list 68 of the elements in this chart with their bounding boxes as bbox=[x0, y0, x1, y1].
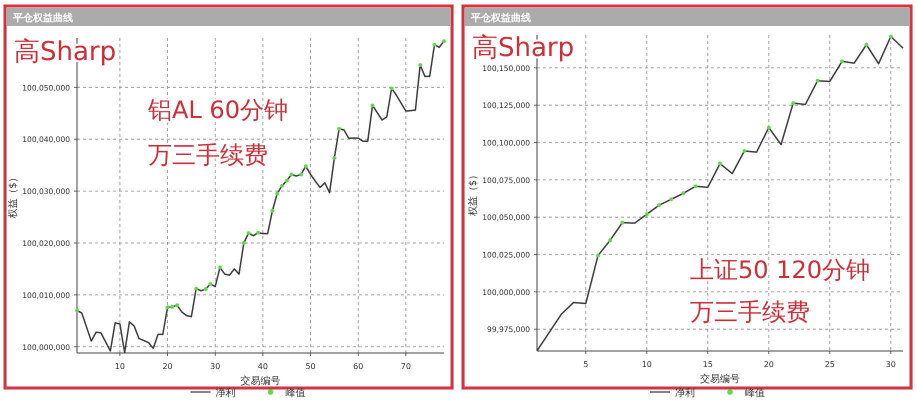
x-tick-label: 20 bbox=[764, 360, 774, 369]
point bbox=[390, 86, 394, 90]
point bbox=[742, 149, 746, 153]
x-tick-label: 50 bbox=[305, 362, 316, 371]
x-tick-label: 10 bbox=[114, 362, 125, 371]
point bbox=[280, 184, 284, 188]
x-tick-label: 70 bbox=[400, 362, 411, 371]
x-tick-label: 5 bbox=[583, 360, 588, 369]
annotation: 万三手续费 bbox=[148, 141, 268, 169]
legend-label: 峰值 bbox=[745, 387, 765, 399]
point bbox=[166, 305, 170, 310]
point bbox=[888, 34, 893, 38]
point bbox=[242, 241, 246, 245]
point bbox=[270, 208, 274, 213]
point bbox=[275, 192, 280, 196]
x-tick-label: 60 bbox=[353, 362, 364, 371]
x-tick-label: 40 bbox=[258, 362, 268, 371]
point bbox=[694, 184, 698, 188]
point bbox=[657, 203, 661, 208]
point bbox=[337, 126, 342, 131]
point bbox=[418, 63, 422, 67]
point bbox=[75, 308, 79, 312]
y-axis-title: 权益（$） bbox=[467, 170, 479, 218]
annotation: 万三手续费 bbox=[690, 298, 810, 326]
x-tick-label: 30 bbox=[210, 362, 220, 371]
point bbox=[442, 39, 446, 44]
chart-title: 平仓权益曲线 bbox=[12, 12, 73, 24]
point bbox=[370, 104, 374, 108]
point bbox=[304, 164, 308, 168]
point bbox=[284, 178, 289, 183]
legend-label: 净利 bbox=[675, 387, 695, 399]
point bbox=[218, 265, 222, 270]
point bbox=[608, 238, 612, 242]
point bbox=[669, 197, 674, 202]
x-tick-label: 30 bbox=[886, 360, 896, 369]
point bbox=[204, 287, 208, 292]
point bbox=[246, 231, 250, 236]
annotation: 铝AL 60分钟 bbox=[147, 96, 288, 124]
point bbox=[256, 230, 260, 235]
point bbox=[299, 172, 303, 176]
point bbox=[620, 220, 624, 224]
point bbox=[840, 60, 844, 64]
point bbox=[766, 126, 771, 130]
x-tick-label: 10 bbox=[642, 360, 652, 369]
x-axis-title: 交易编号 bbox=[240, 375, 280, 387]
annotation: 上证50 120分钟 bbox=[690, 256, 870, 284]
point bbox=[864, 42, 868, 47]
x-tick-label: 20 bbox=[162, 362, 173, 371]
point bbox=[170, 304, 174, 309]
point bbox=[194, 286, 198, 291]
chart-title: 平仓权益曲线 bbox=[470, 12, 531, 24]
x-tick-label: 15 bbox=[702, 360, 713, 369]
point bbox=[332, 156, 336, 160]
point bbox=[290, 172, 294, 176]
point bbox=[682, 191, 686, 196]
point bbox=[208, 282, 212, 286]
x-tick-label: 25 bbox=[824, 360, 835, 369]
point bbox=[816, 78, 820, 83]
legend-label: 净利 bbox=[216, 387, 236, 399]
point bbox=[644, 212, 649, 216]
legend-label: 峰值 bbox=[286, 387, 306, 399]
point bbox=[791, 101, 796, 105]
point bbox=[432, 42, 436, 47]
x-axis-title: 交易编号 bbox=[700, 373, 740, 385]
y-axis-title: 权益（$） bbox=[7, 172, 19, 220]
point bbox=[596, 254, 600, 258]
point bbox=[175, 303, 179, 308]
point bbox=[718, 162, 722, 166]
